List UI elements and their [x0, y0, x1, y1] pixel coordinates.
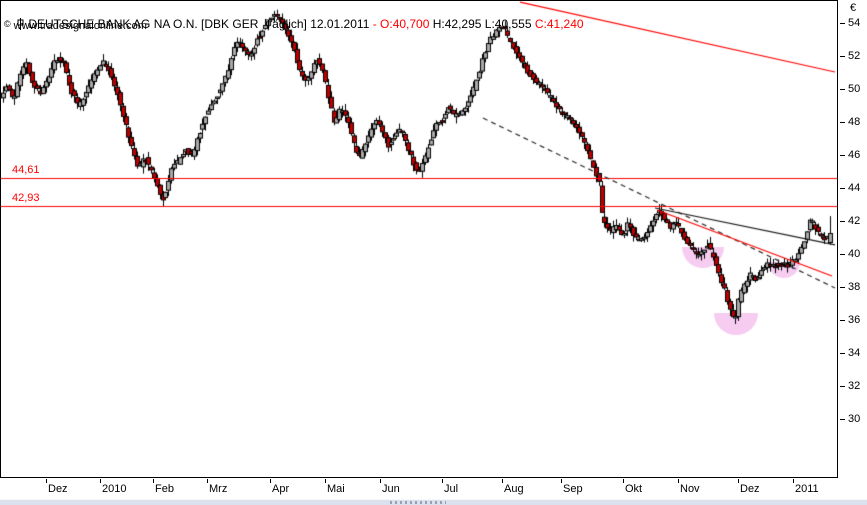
y-tick-label: 40: [848, 248, 861, 260]
y-tick-mark: [840, 221, 845, 222]
y-tick-label: 36: [848, 314, 861, 326]
y-tick-mark: [840, 386, 845, 387]
y-tick-label: 34: [848, 347, 861, 359]
copyright-icon: ©: [4, 19, 11, 29]
close-value: C:41,240: [534, 17, 584, 31]
y-axis-tick: 42: [838, 215, 867, 227]
x-tick-mark: [793, 479, 794, 483]
splitter-grip-icon[interactable]: [390, 501, 446, 504]
y-tick-mark: [840, 188, 845, 189]
y-axis-tick: 48: [838, 116, 867, 128]
y-axis-tick: 38: [838, 281, 867, 293]
y-tick-mark: [840, 89, 845, 90]
x-tick-mark: [100, 479, 101, 483]
open-value: - O:40,700: [372, 17, 433, 31]
y-axis-tick: 30: [838, 413, 867, 425]
website-url: www.tradesignalonline.com: [13, 20, 147, 32]
x-tick-label: Okt: [625, 483, 643, 495]
x-tick-mark: [153, 479, 154, 483]
x-tick-mark: [738, 479, 739, 483]
y-tick-mark: [840, 419, 845, 420]
x-tick-label: Dez: [48, 483, 68, 495]
y-tick-mark: [840, 353, 845, 354]
y-tick-label: 32: [848, 380, 861, 392]
y-tick-label: 54: [848, 17, 861, 29]
x-tick-label: Jul: [444, 483, 459, 495]
chart-header: DEUTSCHE BANK AG NA O.N. [DBK GER Täglic…: [4, 3, 584, 47]
y-axis-tick: 46: [838, 149, 867, 161]
x-tick-label: 2011: [795, 483, 819, 495]
x-tick-mark: [270, 479, 271, 483]
bottom-splitter-bar[interactable]: [0, 499, 867, 505]
x-tick-label: Mrz: [209, 483, 228, 495]
y-tick-mark: [840, 23, 845, 24]
x-tick-label: 2010: [102, 483, 127, 495]
time-axis[interactable]: Dez 2010 Feb Mrz Apr Mai Jun Jul Aug Sep Okt Nov Dez…: [0, 478, 838, 498]
instrument-flag-icon: [17, 18, 25, 33]
x-tick-mark: [207, 479, 208, 483]
x-tick-mark: [623, 479, 624, 483]
x-tick-label: Apr: [272, 483, 290, 495]
y-axis-tick: 54: [838, 17, 867, 29]
support-line-label-42-93: 42,93: [12, 191, 40, 204]
y-tick-label: 52: [848, 50, 861, 62]
support-line-label-44-61: 44,61: [12, 163, 40, 176]
x-tick-mark: [561, 479, 562, 483]
candlestick-canvas[interactable]: [1, 1, 837, 477]
y-tick-label: 42: [848, 215, 861, 227]
y-tick-mark: [840, 122, 845, 123]
y-axis-tick: 50: [838, 83, 867, 95]
y-tick-label: 30: [848, 413, 861, 425]
y-axis-tick: 36: [838, 314, 867, 326]
x-tick-label: Mai: [327, 483, 345, 495]
watermark: © www.tradesignalonline.com: [4, 19, 147, 32]
y-tick-label: 50: [848, 83, 861, 95]
y-axis-tick: 34: [838, 347, 867, 359]
y-tick-mark: [840, 56, 845, 57]
y-tick-label: 38: [848, 281, 861, 293]
x-tick-mark: [325, 479, 326, 483]
x-tick-label: Sep: [563, 483, 583, 495]
x-tick-mark: [46, 479, 47, 483]
y-axis-tick: 44: [838, 182, 867, 194]
x-tick-mark: [442, 479, 443, 483]
y-axis-tick: 32: [838, 380, 867, 392]
x-tick-label: Jun: [382, 483, 400, 495]
y-tick-mark: [840, 287, 845, 288]
price-axis[interactable]: € 54 52 50 48 46 44 42 40 38 36 34 32 30: [838, 0, 867, 478]
y-tick-mark: [840, 320, 845, 321]
high-low-values: H:42,295 L:40,555: [432, 17, 535, 31]
currency-unit-label: €: [850, 2, 857, 14]
y-tick-label: 46: [848, 149, 861, 161]
y-tick-mark: [840, 254, 845, 255]
x-tick-label: Nov: [680, 483, 700, 495]
x-tick-label: Feb: [155, 483, 174, 495]
y-tick-mark: [840, 155, 845, 156]
y-axis-tick: 40: [838, 248, 867, 260]
x-tick-label: Aug: [504, 483, 524, 495]
instrument-title: DEUTSCHE BANK AG NA O.N. [DBK GER Täglic…: [28, 17, 373, 31]
y-axis-tick: 52: [838, 50, 867, 62]
chart-plot-area[interactable]: [0, 0, 838, 478]
x-tick-mark: [380, 479, 381, 483]
y-tick-label: 44: [848, 182, 861, 194]
y-tick-label: 48: [848, 116, 861, 128]
x-tick-mark: [502, 479, 503, 483]
x-tick-mark: [678, 479, 679, 483]
x-tick-label: Dez: [740, 483, 760, 495]
